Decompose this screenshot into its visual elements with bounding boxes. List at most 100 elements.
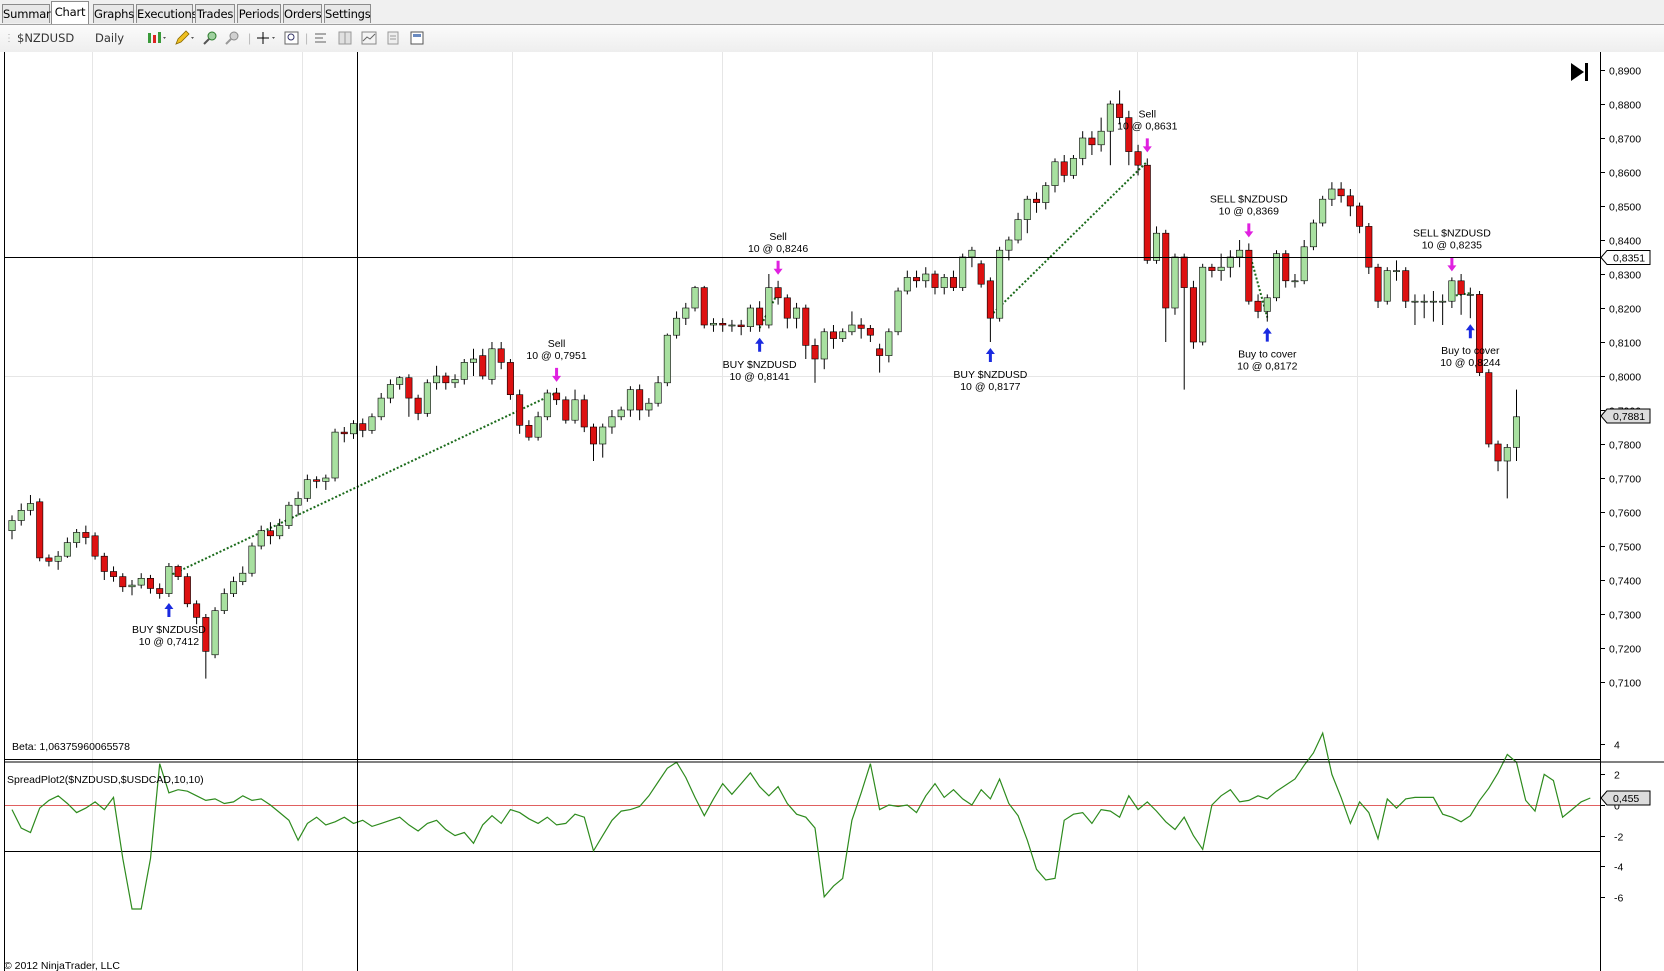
price-tick-label: 0,8100 <box>1609 338 1641 350</box>
spread-value-marker: 0,455 <box>1600 790 1651 806</box>
candle-up <box>257 530 265 547</box>
candle-down <box>866 328 874 336</box>
candle-up <box>1097 130 1105 146</box>
candle-down <box>1245 249 1253 302</box>
beta-label: Beta: 1,06375960065578 <box>12 741 130 753</box>
candle-up <box>848 324 856 333</box>
candle-up <box>285 504 293 526</box>
chart-grid <box>5 52 1600 971</box>
crosshair-price-label: 0,8351 <box>1613 253 1645 265</box>
bar-type-icon[interactable] <box>146 30 168 47</box>
chart-trader-icon[interactable] <box>360 30 378 47</box>
price-tick-label: 0,8000 <box>1609 372 1641 384</box>
chart-area[interactable]: 0,7100 0,7200 0,7300 0,7400 0,7500 0,7600 0,77… <box>0 52 1664 971</box>
candle-down <box>110 571 118 577</box>
candle-down <box>1254 300 1262 312</box>
last-price-marker: 0,7881 <box>1600 408 1651 424</box>
spread-line <box>11 731 1591 910</box>
candle-down <box>1143 164 1151 261</box>
candle-down <box>1060 161 1068 176</box>
data-box-icon[interactable] <box>336 30 354 47</box>
instrument-label: $NZDUSD <box>17 31 75 45</box>
tab-trades[interactable]: Trades <box>195 4 235 23</box>
price-tick-label: 0,8300 <box>1609 270 1641 282</box>
annotation-line: SELL $NZDUSD <box>1413 227 1491 239</box>
candle-down <box>783 297 791 319</box>
candle-up <box>230 581 238 594</box>
interval-selector[interactable]: Daily ▼ <box>95 30 135 61</box>
candle-up <box>137 577 145 586</box>
candle-down <box>876 348 884 356</box>
spread-tick-label: -2 <box>1614 832 1623 844</box>
tab-periods[interactable]: Periods <box>237 4 281 23</box>
candle-down <box>774 287 782 299</box>
scroll-to-end-icon[interactable] <box>1571 63 1588 81</box>
candle-up <box>386 384 394 399</box>
tab-graphs[interactable]: Graphs <box>93 4 134 23</box>
candle-up <box>1448 280 1456 302</box>
zoom-in-icon[interactable] <box>202 30 220 47</box>
candle-up <box>54 555 62 562</box>
price-tick-label: 0,7300 <box>1609 610 1641 622</box>
price-tick-label: 0,7800 <box>1609 440 1641 452</box>
candle-down <box>525 424 533 438</box>
price-tick-label: 0,7500 <box>1609 542 1641 554</box>
indicators-icon[interactable] <box>384 30 402 47</box>
candle-up <box>73 532 81 543</box>
price-tick-label: 0,8800 <box>1609 100 1641 112</box>
candle-up <box>63 542 71 557</box>
candle-up <box>1153 232 1161 261</box>
price-tick-label: 0,8600 <box>1609 168 1641 180</box>
crosshair-icon[interactable] <box>255 30 277 47</box>
spread-tick-label: -6 <box>1614 893 1623 905</box>
buy-arrow-icon <box>1465 324 1475 339</box>
magnifier-icon[interactable] <box>283 30 301 47</box>
tab-orders[interactable]: Orders <box>283 4 322 23</box>
candle-down <box>1485 372 1493 445</box>
candle-down <box>193 603 201 618</box>
toolbar-separator: | <box>305 31 309 45</box>
candle-up <box>626 389 634 411</box>
candle-down <box>1346 195 1354 207</box>
candle-up <box>350 423 358 435</box>
candle-up <box>746 307 754 328</box>
candle-up <box>1328 188 1336 200</box>
tab-summary[interactable]: Summary <box>2 4 57 23</box>
toolbar-grip: ⋮ <box>4 33 14 44</box>
candle-down <box>829 331 837 339</box>
candle-down <box>1208 266 1216 271</box>
candle-up <box>1199 266 1207 343</box>
strategies-icon[interactable] <box>408 30 426 47</box>
candle-down <box>700 287 708 326</box>
candle-down <box>45 557 53 562</box>
candle-up <box>654 382 662 404</box>
candlestick-series <box>8 90 1520 679</box>
candle-down <box>119 576 127 588</box>
candle-up <box>8 520 16 531</box>
instrument-selector[interactable]: $NZDUSD ▼ <box>17 30 85 61</box>
candle-up <box>968 249 976 258</box>
tab-chart[interactable]: Chart <box>51 1 89 24</box>
candle-down <box>1356 205 1364 227</box>
properties-icon[interactable] <box>312 30 330 47</box>
zoom-out-icon[interactable] <box>224 30 242 47</box>
candle-down <box>1282 253 1290 282</box>
candle-up <box>248 545 256 574</box>
tab-settings[interactable]: Settings <box>324 4 371 23</box>
spread-panel-title: SpreadPlot2($NZDUSD,$USDCAD,10,10) <box>7 774 204 786</box>
drawing-pencil-icon[interactable] <box>174 30 196 47</box>
annotation-line: 10 @ 0,8235 <box>1422 239 1482 251</box>
tab-executions[interactable]: Executions <box>136 4 198 23</box>
sell-arrow-icon <box>552 367 562 382</box>
annotation-line: Sell <box>769 231 787 243</box>
last-price-label: 0,7881 <box>1613 411 1645 423</box>
candle-up <box>1023 198 1031 220</box>
candle-up <box>211 610 219 656</box>
annotation-line: Buy to cover <box>1238 349 1297 361</box>
candle-up <box>1512 416 1520 448</box>
annotation-line: 10 @ 0,7951 <box>526 350 586 362</box>
trade-line <box>168 391 557 577</box>
annotation-line: BUY $NZDUSD <box>132 624 206 636</box>
candle-up <box>645 402 653 411</box>
